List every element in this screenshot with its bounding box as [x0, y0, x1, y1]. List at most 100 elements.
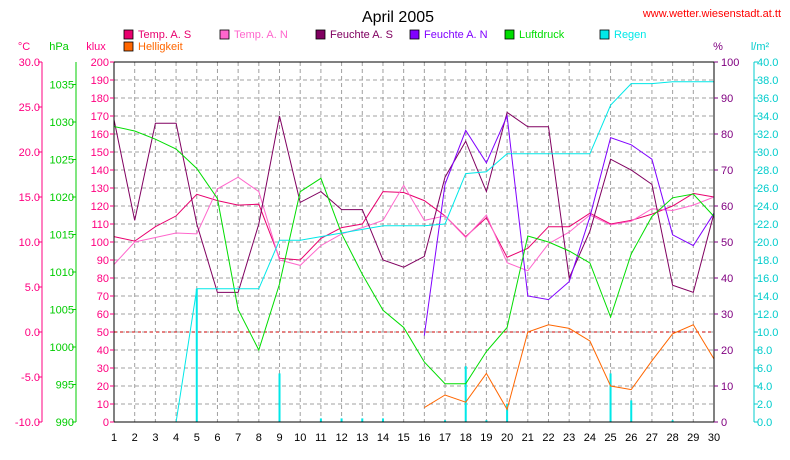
axis-unit-humidity: %	[713, 41, 723, 53]
legend-label-s_temp_n: Temp. A. N	[234, 29, 288, 41]
rain-bar-day-11	[319, 418, 322, 422]
tick-label-rain: 18.0	[757, 255, 778, 267]
x-tick-label: 9	[276, 432, 282, 444]
axis-unit-temp: °C	[18, 41, 30, 53]
tick-label-rain: 16.0	[757, 273, 778, 285]
tick-label-humidity: 100	[721, 57, 739, 69]
legend-label-s_temp_s: Temp. A. S	[138, 29, 191, 41]
grid	[114, 62, 714, 422]
tick-label-temp: 10.0	[19, 237, 40, 249]
tick-label-rain: 28.0	[757, 165, 778, 177]
x-tick-label: 20	[501, 432, 513, 444]
tick-label-pressure: 1020	[50, 192, 74, 204]
legend-label-s_hum_s: Feuchte A. S	[330, 29, 393, 41]
x-tick-label: 29	[687, 432, 699, 444]
tick-label-pressure: 1025	[50, 155, 74, 167]
x-tick-label: 27	[646, 432, 658, 444]
plot-frame	[113, 61, 715, 423]
series-line-s_rain	[114, 81, 714, 423]
tick-label-humidity: 80	[721, 129, 733, 141]
tick-label-rain: 40.0	[757, 57, 778, 69]
series-s_press	[113, 126, 715, 385]
tick-label-rain: 38.0	[757, 75, 778, 87]
series-s_temp_n	[113, 176, 715, 272]
tick-label-lux: 200	[91, 57, 109, 69]
tick-label-lux: 160	[91, 129, 109, 141]
tick-label-lux: 90	[97, 255, 109, 267]
x-tick-label: 12	[335, 432, 347, 444]
x-tick-label: 26	[625, 432, 637, 444]
legend: Temp. A. S Temp. A. N Feuchte A. S Feuchte …	[123, 29, 646, 53]
tick-label-lux: 30	[97, 363, 109, 375]
tick-label-rain: 2.0	[757, 399, 772, 411]
tick-label-rain: 10.0	[757, 327, 778, 339]
daily-rain-bars	[195, 288, 674, 422]
x-tick-label: 28	[666, 432, 678, 444]
tick-label-humidity: 30	[721, 309, 733, 321]
tick-label-lux: 20	[97, 381, 109, 393]
x-tick-label: 23	[563, 432, 575, 444]
series-line-s_temp_n	[113, 176, 715, 272]
tick-label-rain: 26.0	[757, 183, 778, 195]
tick-label-temp: -10.0	[15, 417, 40, 429]
rain-bar-day-9	[278, 373, 281, 422]
rain-bar-day-12	[340, 418, 343, 422]
tick-label-rain: 20.0	[757, 237, 778, 249]
tick-label-lux: 80	[97, 273, 109, 285]
tick-label-lux: 110	[91, 219, 109, 231]
tick-label-rain: 6.0	[757, 363, 772, 375]
series-line-s_hum_n	[423, 114, 715, 336]
series-lines	[113, 81, 715, 423]
axis-unit-lux: klux	[86, 41, 106, 53]
tick-label-pressure: 1005	[50, 305, 74, 317]
axes	[38, 61, 758, 423]
x-tick-label: 10	[294, 432, 306, 444]
rain-bar-day-17	[444, 420, 447, 422]
tick-label-temp: 20.0	[19, 147, 40, 159]
rain-bar-day-20	[506, 404, 509, 422]
tick-label-rain: 14.0	[757, 291, 778, 303]
tick-label-rain: 32.0	[757, 129, 778, 141]
tick-label-lux: 100	[91, 237, 109, 249]
tick-label-lux: 170	[91, 111, 109, 123]
rain-bar-day-14	[381, 418, 384, 422]
tick-label-rain: 0.0	[757, 417, 772, 429]
legend-swatch-s_press	[504, 29, 515, 40]
tick-label-lux: 150	[91, 147, 109, 159]
x-tick-label: 18	[460, 432, 472, 444]
tick-label-humidity: 90	[721, 93, 733, 105]
rain-bar-day-13	[361, 418, 364, 422]
tick-label-temp: 0.0	[25, 327, 40, 339]
x-tick-label: 1	[111, 432, 117, 444]
tick-label-rain: 30.0	[757, 147, 778, 159]
tick-label-rain: 4.0	[757, 381, 772, 393]
x-tick-label: 4	[173, 432, 179, 444]
x-tick-label: 17	[439, 432, 451, 444]
tick-label-lux: 120	[91, 201, 109, 213]
tick-label-lux: 50	[97, 327, 109, 339]
legend-swatch-s_hum_n	[409, 29, 420, 40]
legend-label-s_press: Luftdruck	[519, 29, 565, 41]
tick-label-lux: 70	[97, 291, 109, 303]
legend-swatch-s_temp_n	[219, 29, 230, 40]
x-tick-label: 7	[235, 432, 241, 444]
tick-label-lux: 0	[103, 417, 109, 429]
x-tick-label: 5	[194, 432, 200, 444]
source-url[interactable]: www.wetter.wiesenstadt.at.tt	[642, 8, 781, 20]
legend-label-s_rain: Regen	[614, 29, 646, 41]
x-tick-label: 8	[256, 432, 262, 444]
tick-label-pressure: 1015	[50, 230, 74, 242]
series-line-s_light	[424, 324, 715, 411]
tick-label-lux: 60	[97, 309, 109, 321]
tick-label-lux: 140	[91, 165, 109, 177]
rain-bar-day-18	[464, 366, 467, 422]
legend-label-s_hum_n: Feuchte A. N	[424, 29, 488, 41]
tick-labels: 30.025.020.015.010.05.00.0-5.0-10.010351…	[15, 57, 779, 444]
x-tick-label: 2	[132, 432, 138, 444]
series-line-s_press	[113, 126, 715, 385]
axis-unit-labels: °C hPa klux% l/m²	[18, 41, 770, 53]
x-tick-label: 25	[604, 432, 616, 444]
x-tick-label: 21	[522, 432, 534, 444]
x-tick-label: 11	[315, 432, 326, 444]
tick-label-humidity: 10	[721, 381, 733, 393]
